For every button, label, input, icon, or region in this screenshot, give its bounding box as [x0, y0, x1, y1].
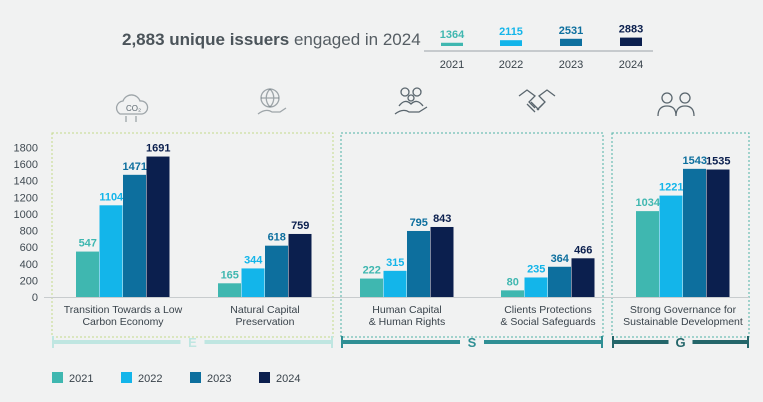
bar-label-2023-4: 1543: [683, 155, 707, 167]
category-label: Preservation: [236, 316, 295, 328]
category-label: Strong Governance for: [630, 304, 737, 316]
category-label: Human Capital: [372, 304, 441, 316]
svg-text:CO₂: CO₂: [126, 104, 141, 113]
legend-label-2023: 2023: [207, 373, 231, 385]
summary-year-2024: 2024: [619, 59, 643, 71]
bar-label-2024-2: 843: [433, 213, 451, 225]
y-tick-label: 1200: [14, 192, 38, 204]
y-tick-label: 200: [20, 275, 38, 287]
summary-value-2024: 2883: [619, 24, 643, 36]
y-tick-label: 600: [20, 242, 38, 254]
bar-2022-4: [659, 195, 683, 297]
bar-2023-1: [265, 245, 288, 297]
pillar-letter-e: E: [188, 335, 197, 350]
bar-label-2022-2: 315: [386, 257, 404, 269]
bar-2023-4: [683, 168, 706, 297]
legend-label-2024: 2024: [276, 373, 300, 385]
board-people-icon: [657, 92, 695, 117]
bar-2024-3: [571, 258, 595, 297]
legend-label-2021: 2021: [69, 373, 93, 385]
headline-bold: 2,883 unique issuers: [122, 30, 290, 49]
bar-label-2021-0: 547: [79, 238, 97, 250]
category-label: Clients Protections: [504, 304, 592, 316]
legend-swatch-2022: [121, 372, 132, 383]
handshake-icon: [518, 89, 556, 113]
bar-label-2022-0: 1104: [99, 191, 124, 203]
bar-label-2021-1: 165: [221, 269, 239, 281]
bar-label-2021-3: 80: [507, 276, 519, 288]
summary-year-2023: 2023: [559, 59, 583, 71]
bar-label-2024-3: 466: [574, 244, 592, 256]
bar-label-2022-3: 235: [527, 263, 545, 275]
pillar-box-g: [611, 132, 750, 338]
bar-label-2023-3: 364: [551, 253, 570, 265]
summary-year-2022: 2022: [499, 59, 523, 71]
bar-label-2024-0: 1691: [146, 143, 170, 155]
bar-2022-2: [383, 270, 407, 297]
category-label: Carbon Economy: [82, 316, 164, 328]
category-label: & Social Safeguards: [500, 316, 595, 328]
bar-2024-2: [430, 226, 454, 297]
bar-label-2021-2: 222: [363, 265, 381, 277]
bar-2024-1: [288, 233, 312, 297]
bar-2024-0: [146, 156, 170, 297]
summary-value-2022: 2115: [499, 26, 523, 38]
bar-2021-0: [76, 251, 99, 297]
category-label: Transition Towards a Low: [64, 304, 183, 316]
bar-label-2024-4: 1535: [706, 156, 730, 168]
headline-rest: engaged in 2024: [289, 30, 421, 49]
bar-label-2023-0: 1471: [123, 161, 147, 173]
legend-label-2022: 2022: [138, 373, 162, 385]
y-tick-label: 1600: [14, 159, 38, 171]
bar-label-2022-1: 344: [244, 254, 263, 266]
y-tick-label: 400: [20, 259, 38, 271]
bar-2023-2: [407, 230, 430, 297]
summary-bar-2024: [620, 37, 642, 46]
pillar-box-e: [51, 132, 334, 338]
co2-cloud-icon: CO₂: [115, 94, 149, 122]
legend-swatch-2024: [259, 372, 270, 383]
bar-2022-0: [99, 205, 123, 297]
bar-2023-0: [123, 174, 146, 297]
summary-value-2023: 2531: [559, 25, 583, 37]
bar-2024-4: [706, 169, 730, 297]
bar-2023-3: [548, 266, 571, 297]
summary-bar-2023: [560, 38, 582, 46]
bar-2022-3: [524, 277, 548, 297]
legend-swatch-2023: [190, 372, 201, 383]
category-label: & Human Rights: [369, 316, 445, 328]
summary-value-2021: 1364: [440, 29, 465, 41]
y-tick-label: 1800: [14, 143, 38, 155]
bar-label-2024-1: 759: [291, 220, 309, 232]
bar-label-2021-4: 1034: [636, 197, 661, 209]
pillar-box-s: [340, 132, 604, 338]
summary-bar-2022: [500, 40, 522, 46]
bar-2021-4: [636, 211, 659, 297]
globe-hand-icon: [257, 88, 287, 115]
summary-year-2021: 2021: [440, 59, 464, 71]
people-hand-icon: [394, 87, 428, 115]
y-tick-label: 0: [32, 292, 38, 304]
y-tick-label: 800: [20, 226, 38, 238]
category-label: Sustainable Development: [623, 316, 743, 328]
legend-swatch-2021: [52, 372, 63, 383]
bar-2021-3: [501, 290, 524, 297]
y-tick-label: 1400: [14, 176, 38, 188]
bar-label-2023-1: 618: [268, 232, 286, 244]
pillar-letter-g: G: [675, 335, 685, 350]
category-label: Natural Capital: [230, 304, 299, 316]
headline: 2,883 unique issuers engaged in 2024: [122, 30, 421, 50]
y-tick-label: 1000: [14, 209, 38, 221]
bar-label-2022-4: 1221: [659, 182, 683, 194]
bar-2022-1: [241, 268, 265, 297]
bar-2021-2: [360, 278, 383, 297]
bar-label-2023-2: 795: [410, 217, 428, 229]
pillar-letter-s: S: [468, 335, 477, 350]
bar-2021-1: [218, 283, 241, 297]
summary-bar-2021: [441, 42, 463, 46]
